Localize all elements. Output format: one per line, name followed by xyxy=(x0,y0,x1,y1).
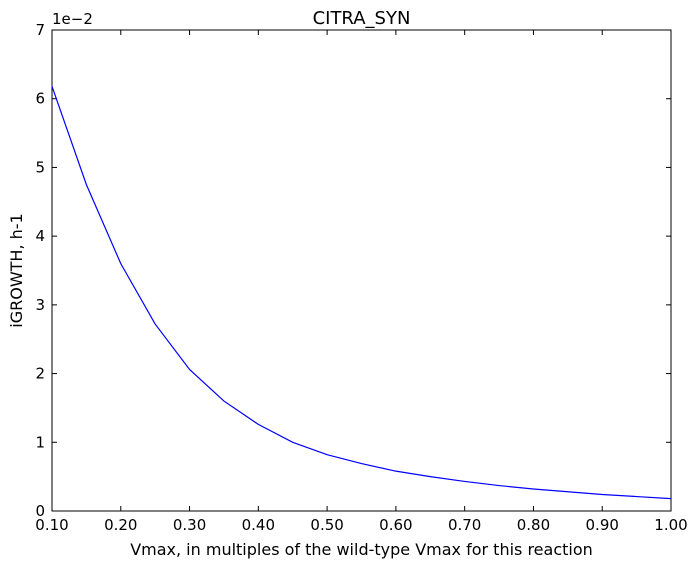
y-tick-label: 7 xyxy=(35,21,45,39)
x-tick-label: 0.50 xyxy=(310,516,343,534)
y-tick-label: 6 xyxy=(35,90,45,108)
series-line xyxy=(51,86,672,500)
x-tick-label: 0.30 xyxy=(173,516,206,534)
plot-frame xyxy=(51,29,672,512)
y-axis-label: iGROWTH, h-1 xyxy=(7,213,26,327)
x-tick-labels: 0.10 0.20 0.30 0.40 0.50 0.60 0.70 0.80 0.90 1.00 xyxy=(35,516,687,534)
axis-ticks xyxy=(51,29,672,512)
y-tick-label: 4 xyxy=(35,227,45,245)
y-tick-labels: 0 1 2 3 4 5 6 7 xyxy=(35,21,45,520)
y-tick-label: 2 xyxy=(35,365,45,383)
x-tick-label: 0.80 xyxy=(517,516,550,534)
x-tick-label: 0.40 xyxy=(242,516,275,534)
x-axis-label: Vmax, in multiples of the wild-type Vmax… xyxy=(130,540,593,559)
x-tick-label: 1.00 xyxy=(654,516,687,534)
x-tick-label: 0.70 xyxy=(448,516,481,534)
y-tick-label: 1 xyxy=(35,433,45,451)
y-tick-label: 3 xyxy=(35,296,45,314)
x-tick-label: 0.10 xyxy=(35,516,68,534)
y-tick-label: 5 xyxy=(35,158,45,176)
y-offset-label: 1e−2 xyxy=(52,10,93,28)
y-tick-label: 0 xyxy=(35,502,45,520)
x-tick-label: 0.60 xyxy=(379,516,412,534)
x-tick-label: 0.90 xyxy=(586,516,619,534)
chart-title: CITRA_SYN xyxy=(313,8,411,29)
x-tick-label: 0.20 xyxy=(104,516,137,534)
